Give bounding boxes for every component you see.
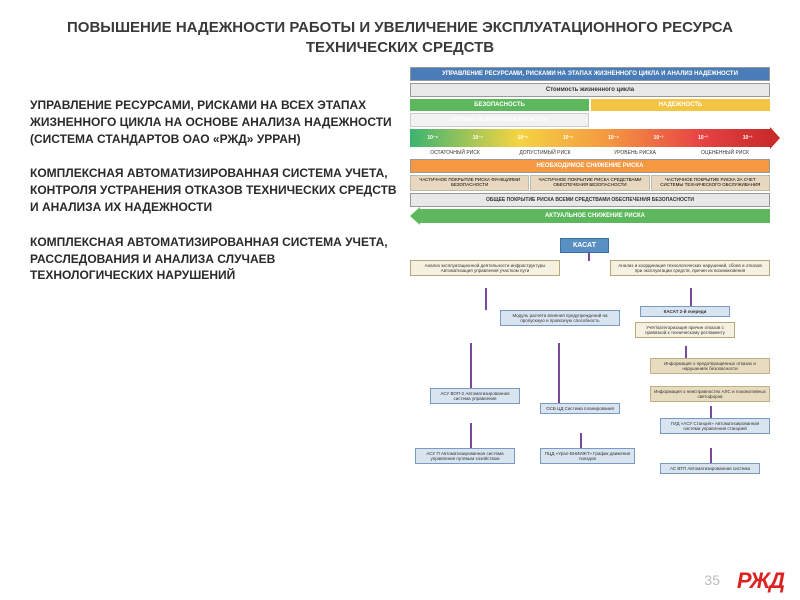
paragraph-2: КОМПЛЕКСНАЯ АВТОМАТИЗИРОВАННАЯ СИСТЕМА У… [30,165,400,215]
safety-reliability-row: БЕЗОПАСНОСТЬ НАДЕЖНОСТЬ [410,99,770,111]
orange-bar: НЕОБХОДИМОЕ СНИЖЕНИЕ РИСКА [410,159,770,173]
fc-line [470,423,472,448]
risk-diagram: УПРАВЛЕНИЕ РЕСУРСАМИ, РИСКАМИ НА ЭТАПАХ … [410,67,770,223]
fc-right-1: ГИД «АСУ Станция» Автоматизированная сис… [660,418,770,434]
tick: 10⁻⁸ [427,135,438,141]
flowchart-title: КАСАТ [560,238,609,253]
fc-left-1: АСУ ВОП-2 Автоматизированная система упр… [430,388,520,404]
risk-header-1: УПРАВЛЕНИЕ РЕСУРСАМИ, РИСКАМИ НА ЭТАПАХ … [410,67,770,81]
risk-gradient-arrow: 10⁻⁸ 10⁻⁷ 10⁻⁶ 10⁻⁵ 10⁻⁴ 10⁻³ 10⁻² 10⁻¹ [410,129,770,147]
fc-r2: Информация о неисправностях АЛС и локомо… [650,386,770,402]
fc-line [588,253,590,261]
tick: 10⁻⁴ [608,135,619,141]
green-arrow-actual: АКТУАЛЬНОЕ СНИЖЕНИЕ РИСКА [420,209,770,223]
safety-bar: БЕЗОПАСНОСТЬ [410,99,589,111]
fc-line [470,343,472,388]
tick: 10⁻³ [654,135,664,141]
fc-k2-sub: Учёт/категоризация причин отказов с прив… [635,322,735,338]
coverage-row: ЧАСТИЧНОЕ ПОКРЫТИЕ РИСКА ФУНКЦИЯМИ БЕЗОП… [410,175,770,191]
total-coverage-bar: ОБЩЕЕ ПОКРЫТИЕ РИСКА ВСЕМИ СРЕДСТВАМИ ОБ… [410,193,770,207]
kasat-flowchart: КАСАТ Анализ эксплуатационной деятельнос… [410,238,780,518]
fc-r1: Информация о предотвращённых отказах и н… [650,358,770,374]
fc-centre: Модуль расчёта влияния предупреждений на… [500,310,620,326]
safety-sublabel: УРОВЕНЬ ПОЛНОТЫ БЕЗОПАСНОСТИ [410,113,589,127]
rzd-logo: РЖД [737,568,784,594]
fc-top-right: Анализ и координация технологических нар… [610,260,770,276]
tick: 10⁻² [698,135,708,141]
risk-label: ОЦЕНЕННЫЙ РИСК [680,149,770,157]
reliability-bar: НАДЕЖНОСТЬ [591,99,770,111]
fc-mid-2: ПЦД «Урал-ВНИИЖТ» График движения поездо… [540,448,635,464]
risk-header-2: Стоимость жизненного цикла [410,83,770,97]
slide-title: ПОВЫШЕНИЕ НАДЕЖНОСТИ РАБОТЫ И УВЕЛИЧЕНИЕ… [0,0,800,67]
tick: 10⁻¹ [743,135,753,141]
coverage-1: ЧАСТИЧНОЕ ПОКРЫТИЕ РИСКА ФУНКЦИЯМИ БЕЗОП… [410,175,529,191]
sub-row: УРОВЕНЬ ПОЛНОТЫ БЕЗОПАСНОСТИ [410,113,770,127]
risk-label: ОСТАТОЧНЫЙ РИСК [410,149,500,157]
fc-right-2: АС ВТП Автоматизированная система [660,463,760,474]
risk-label: УРОВЕНЬ РИСКА [590,149,680,157]
fc-line [710,448,712,463]
fc-line [485,288,487,310]
tick: 10⁻⁷ [473,135,483,141]
coverage-3: ЧАСТИЧНОЕ ПОКРЫТИЕ РИСКА ЗА СЧЕТ СИСТЕМЫ… [651,175,770,191]
fc-top-left: Анализ эксплуатационной деятельности инф… [410,260,560,276]
fc-line [685,346,687,358]
content-area: УПРАВЛЕНИЕ РЕСУРСАМИ, РИСКАМИ НА ВСЕХ ЭТ… [0,67,800,518]
fc-left-2: АСУ П Автоматизированная система управле… [415,448,515,464]
risk-level-labels: ОСТАТОЧНЫЙ РИСК ДОПУСТИМЫЙ РИСК УРОВЕНЬ … [410,149,770,157]
fc-line [558,343,560,403]
fc-line [690,288,692,306]
fc-line [710,406,712,418]
text-column: УПРАВЛЕНИЕ РЕСУРСАМИ, РИСКАМИ НА ВСЕХ ЭТ… [30,67,400,518]
tick: 10⁻⁶ [518,135,529,141]
diagrams-column: УПРАВЛЕНИЕ РЕСУРСАМИ, РИСКАМИ НА ЭТАПАХ … [410,67,780,518]
fc-line [580,433,582,448]
tick: 10⁻⁵ [563,135,574,141]
coverage-2: ЧАСТИЧНОЕ ПОКРЫТИЕ РИСКА СРЕДСТВАМИ ОБЕС… [530,175,649,191]
paragraph-1: УПРАВЛЕНИЕ РЕСУРСАМИ, РИСКАМИ НА ВСЕХ ЭТ… [30,97,400,147]
fc-k2: КАСАТ 2-й очереди [640,306,730,317]
page-number: 35 [704,572,720,588]
fc-mid-1: ОСБ ЦД Система планирования [540,403,620,414]
risk-label: ДОПУСТИМЫЙ РИСК [500,149,590,157]
paragraph-3: КОМПЛЕКСНАЯ АВТОМАТИЗИРОВАННАЯ СИСТЕМА У… [30,234,400,284]
